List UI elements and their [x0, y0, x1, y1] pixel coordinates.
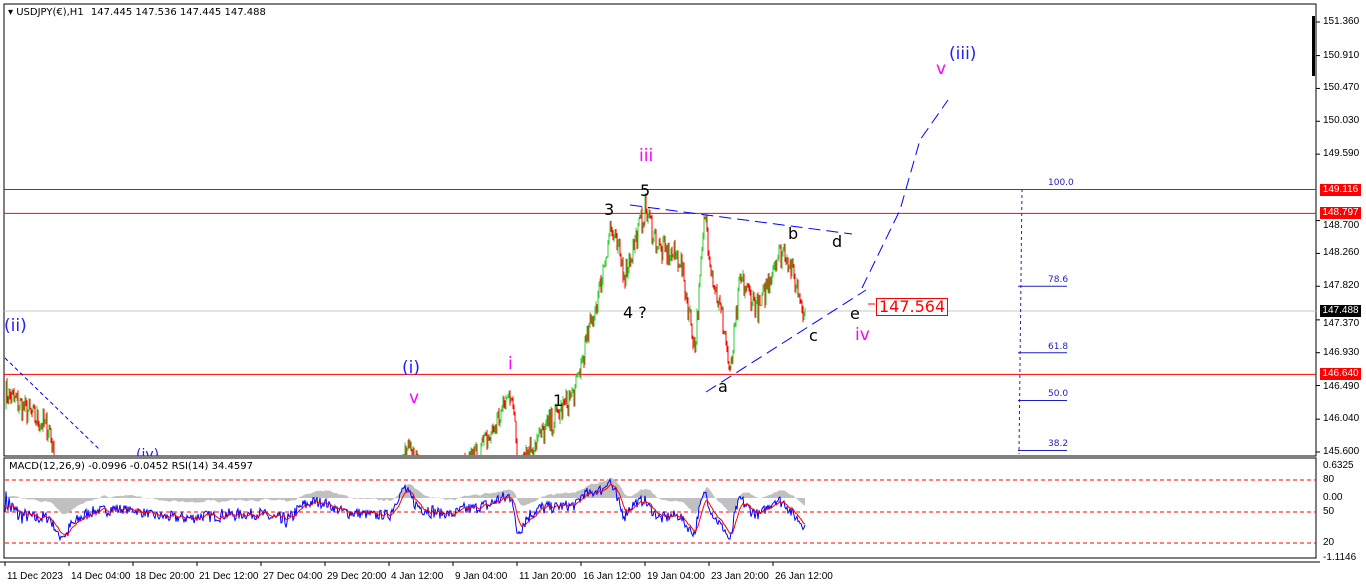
wave-label-e: e [850, 304, 860, 323]
price-tag: 149.116 [1320, 183, 1361, 196]
wave-label-iii-circled: (iii) [949, 44, 977, 64]
wave-label-i-minor: i [508, 354, 513, 374]
indicator-tick-label: 20 [1323, 537, 1335, 548]
time-tick-label: 16 Jan 12:00 [583, 571, 641, 582]
projection-wave-line [861, 99, 949, 289]
wave-label-v-minor-target: v [936, 59, 947, 79]
triangle-lower-line [705, 289, 867, 393]
main-pane-border [3, 3, 1317, 457]
price-tick-label: 150.470 [1323, 82, 1360, 94]
price-tick-label: 148.700 [1323, 220, 1360, 232]
wave-label-iv-circled: (iv) [136, 448, 160, 456]
indicator-label: MACD(12,26,9) -0.0996 -0.0452 RSI(14) 34… [9, 461, 253, 472]
indicator-tick-label: -1.1146 [1323, 552, 1357, 563]
wave-label-c: c [809, 326, 818, 345]
price-tick-label: 147.370 [1323, 318, 1360, 330]
indicator-tick-label: 0.00 [1323, 492, 1343, 503]
price-tag: 146.640 [1320, 368, 1361, 381]
price-tick-label: 146.040 [1323, 413, 1360, 425]
time-tick-label: 27 Dec 04:00 [263, 571, 323, 582]
price-tick-label: 149.590 [1323, 148, 1360, 160]
price-tick-label: 148.260 [1323, 247, 1360, 259]
time-tick-label: 21 Dec 12:00 [199, 571, 259, 582]
dropdown-triangle-icon[interactable]: ▾ [8, 7, 14, 18]
time-tick-label: 4 Jan 12:00 [391, 571, 444, 582]
wave-label-4: 4 ? [623, 303, 647, 322]
time-tick-label: 26 Jan 12:00 [775, 571, 833, 582]
price-tick-label: 150.030 [1323, 115, 1360, 127]
symbol-name: USDJPY(€),H1 [16, 7, 84, 18]
time-tick-label: 14 Dec 04:00 [71, 571, 131, 582]
wave-label-b: b [788, 224, 799, 243]
triangle-upper-line [629, 204, 853, 235]
price-callout: 147.564 [876, 298, 949, 316]
time-tick-label: 18 Dec 20:00 [135, 571, 195, 582]
time-tick-label: 29 Dec 20:00 [327, 571, 387, 582]
ohlc-values: 147.445 147.536 147.445 147.488 [90, 7, 266, 18]
fib-level-label: 61.8 [1048, 341, 1069, 352]
wave-label-iv-minor: iv [855, 325, 870, 345]
time-tick-label: 11 Jan 20:00 [519, 571, 577, 582]
fib-vertical-line [1018, 188, 1023, 455]
time-tick-label: 19 Jan 04:00 [647, 571, 705, 582]
indicator-tick-label: 50 [1323, 506, 1335, 517]
indicator-pane-border [3, 457, 1317, 559]
scroll-handle[interactable] [1312, 16, 1315, 76]
fib-level-label: 100.0 [1048, 178, 1074, 188]
wave-label-v-minor: v [409, 388, 420, 408]
symbol-header[interactable]: ▾ USDJPY(€),H1 147.445 147.536 147.445 1… [8, 8, 266, 18]
price-tick-label: 150.910 [1323, 49, 1360, 61]
wave-label-3: 3 [604, 200, 615, 219]
wave-label-i-circled: (i) [402, 358, 420, 378]
price-tick-label: 147.820 [1323, 280, 1360, 292]
fib-level-label: 50.0 [1048, 389, 1069, 400]
signal-line [4, 484, 806, 536]
wave-label-a: a [718, 377, 728, 396]
fib-level-label: 38.2 [1048, 439, 1069, 450]
wave-label-iii-minor: iii [639, 146, 654, 166]
wave-label-1: 1 [553, 391, 564, 410]
wave-label-d: d [832, 232, 843, 251]
time-tick-label: 9 Jan 04:00 [455, 571, 508, 582]
price-tick-label: 146.930 [1323, 346, 1360, 358]
time-tick-label: 11 Dec 2023 [7, 571, 63, 582]
price-tick-label: 145.600 [1323, 445, 1360, 457]
price-tick-label: 146.490 [1323, 381, 1360, 393]
wave-label-ii-circled: (ii) [4, 316, 27, 336]
wave-label-5: 5 [640, 181, 651, 200]
price-tick-label: 151.360 [1323, 16, 1360, 27]
price-tag: 148.797 [1320, 207, 1361, 220]
wave-ii-line [4, 357, 101, 451]
indicator-tick-label: 80 [1323, 474, 1335, 485]
fib-level-label: 78.6 [1048, 275, 1069, 286]
price-tag: 147.488 [1320, 305, 1361, 318]
indicator-tick-label: 0.6325 [1323, 460, 1354, 471]
time-tick-label: 23 Jan 20:00 [711, 571, 769, 582]
